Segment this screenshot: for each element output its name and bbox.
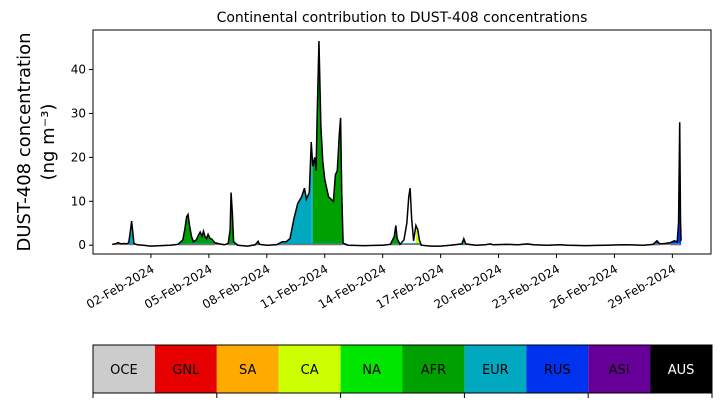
y-axis-label-main: DUST-408 concentration bbox=[14, 32, 35, 251]
legend-swatch-eur bbox=[464, 345, 527, 393]
x-axis: 02-Feb-202405-Feb-202408-Feb-202411-Feb-… bbox=[84, 254, 678, 312]
legend-label: NA bbox=[362, 363, 381, 378]
legend-frame bbox=[92, 344, 713, 394]
legend-swatch-afr bbox=[402, 345, 465, 393]
plot-frame bbox=[92, 29, 712, 255]
legend-label: CA bbox=[301, 363, 319, 378]
legend-swatch-ca bbox=[278, 345, 341, 393]
chart-title: Continental contribution to DUST-408 con… bbox=[217, 10, 588, 26]
legend-label: AUS bbox=[668, 363, 695, 378]
area-eur bbox=[128, 221, 134, 246]
legend-label: SA bbox=[239, 363, 256, 378]
y-axis-label-unit: (ng m⁻³) bbox=[38, 104, 59, 181]
stacked-areas bbox=[112, 40, 682, 247]
y-tick-label: 20 bbox=[71, 150, 86, 164]
legend-label: GNL bbox=[172, 363, 200, 378]
legend-label: OCE bbox=[110, 363, 138, 378]
total-concentration-line bbox=[112, 40, 682, 247]
area-eur bbox=[276, 142, 312, 246]
y-tick-label: 30 bbox=[71, 106, 86, 120]
legend-label: ASI bbox=[609, 363, 630, 378]
legend-swatch-sa bbox=[216, 345, 279, 393]
legend-swatch-asi bbox=[588, 345, 651, 393]
area-eur bbox=[311, 142, 313, 246]
legend-label: RUS bbox=[544, 363, 571, 378]
y-axis: 0 10 20 30 40 bbox=[71, 63, 93, 252]
legend-swatch-rus bbox=[526, 345, 589, 393]
legend-swatch-na bbox=[340, 345, 403, 393]
y-tick-label: 0 bbox=[78, 238, 86, 252]
y-tick-label: 40 bbox=[71, 63, 86, 77]
legend-label: AFR bbox=[421, 363, 446, 378]
legend-label: EUR bbox=[482, 363, 509, 378]
legend-swatch-gnl bbox=[154, 345, 217, 393]
legend-swatch-aus bbox=[650, 345, 712, 393]
y-axis-label: DUST-408 concentration (ng m⁻³) bbox=[14, 32, 59, 251]
legend-colorbar: OCE GNL SA CA NA AFR EUR RUS ASI AUS bbox=[92, 344, 713, 398]
area-afr bbox=[228, 192, 238, 246]
legend-swatch-oce bbox=[93, 345, 155, 393]
area-rus bbox=[670, 122, 682, 246]
area-afr bbox=[312, 40, 344, 246]
plot-area bbox=[92, 29, 712, 255]
y-tick-label: 10 bbox=[71, 194, 86, 208]
